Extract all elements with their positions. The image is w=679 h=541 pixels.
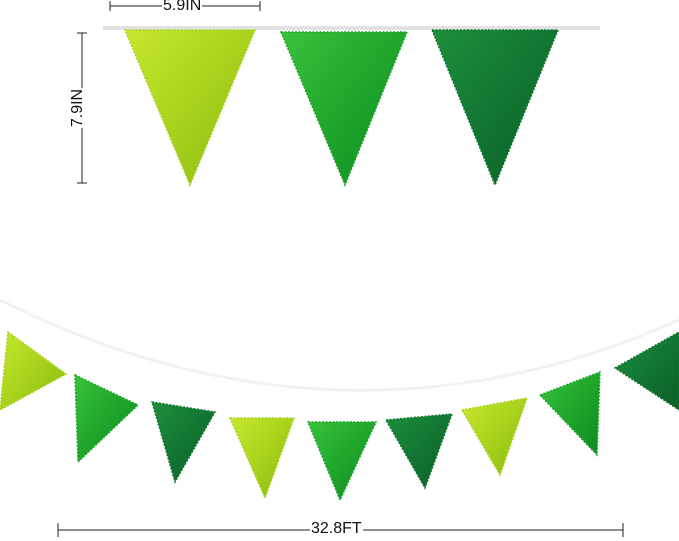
bottom-pennant-1 xyxy=(0,330,68,411)
bottom-pennant-6 xyxy=(384,413,454,490)
bottom-string xyxy=(0,298,679,392)
bottom-pennant-9 xyxy=(613,331,679,411)
bottom-pennant-8 xyxy=(538,370,601,457)
bottom-pennant-2 xyxy=(74,373,140,464)
bottom-pennant-3 xyxy=(150,401,217,484)
top-pennant-2 xyxy=(279,31,409,187)
top-pennant-3 xyxy=(430,29,560,187)
bottom-pennant-5 xyxy=(306,421,378,502)
top-pennant-1 xyxy=(123,29,257,187)
flag-width-label: 5.9IN xyxy=(162,0,203,14)
bottom-pennant-4 xyxy=(228,417,296,501)
total-length-label: 32.8FT xyxy=(310,520,363,537)
flag-height-label: 7.9IN xyxy=(69,87,87,129)
bottom-pennant-7 xyxy=(460,397,529,477)
